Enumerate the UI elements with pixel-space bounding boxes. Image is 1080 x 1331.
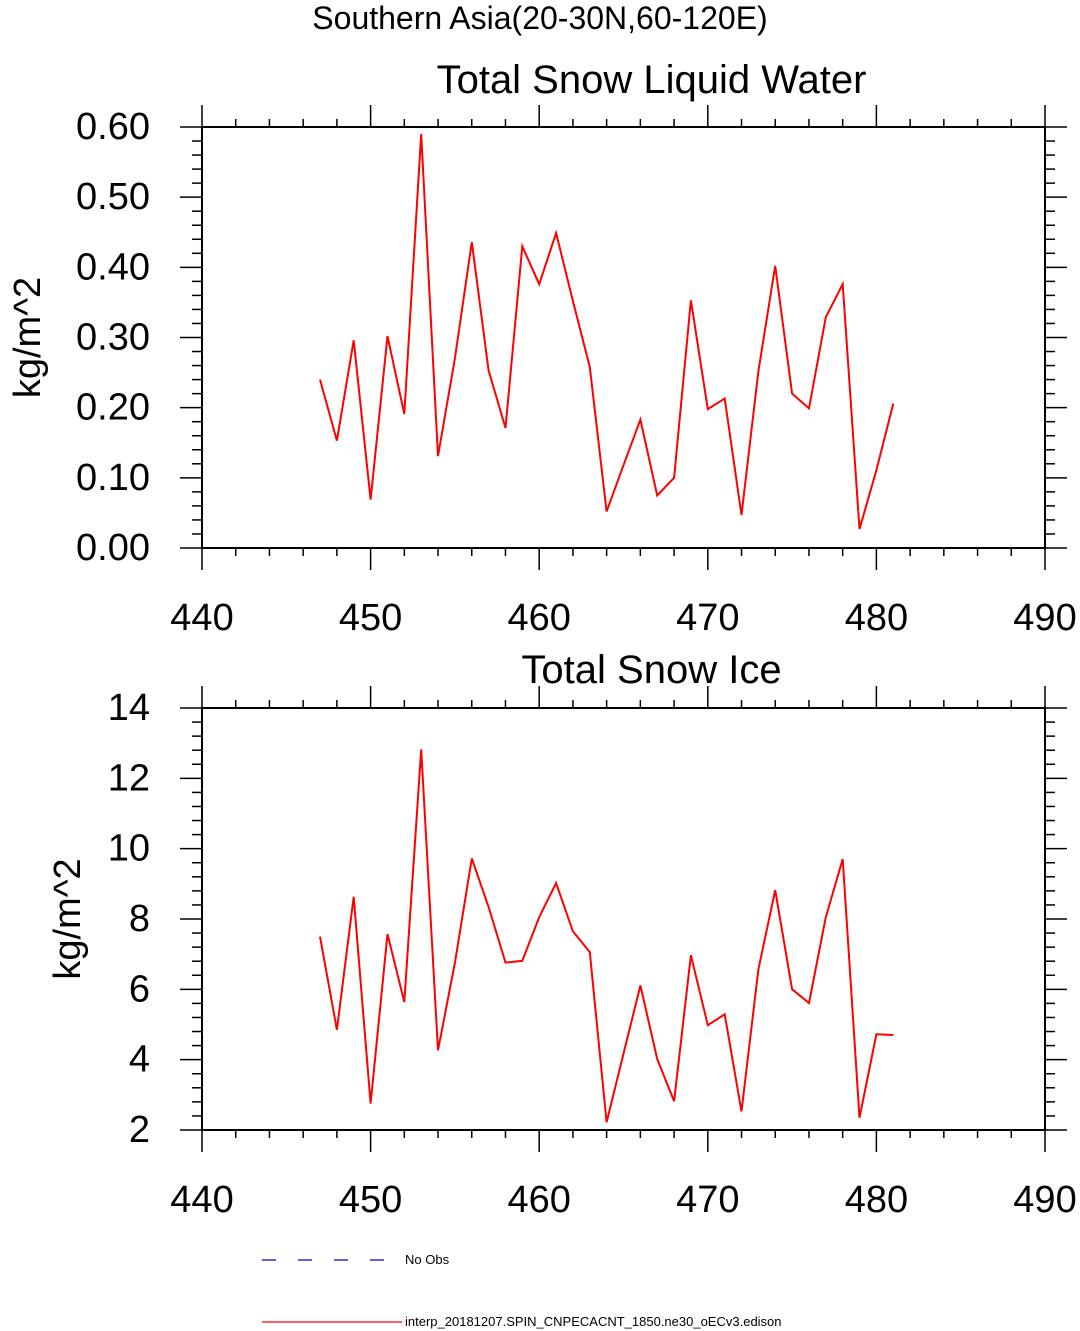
panel-snow-ice: Total Snow Ice kg/m^2 440 450 460 470 480 490 2 4…	[47, 648, 1077, 1221]
y-tick-label: 4	[129, 1039, 150, 1081]
y-tick-label: 0.30	[76, 317, 150, 359]
plot-frame	[201, 707, 1046, 1131]
x-tick-label: 480	[845, 597, 908, 639]
x-tick-label: 450	[339, 597, 402, 639]
chart-title: Total Snow Liquid Water	[437, 58, 867, 102]
x-tick-label: 440	[170, 597, 233, 639]
x-tick-label: 480	[845, 1179, 908, 1221]
series-line	[319, 749, 894, 1123]
legend-label-no-obs: No Obs	[405, 1252, 450, 1267]
legend-label-model-run: interp_20181207.SPIN_CNPECACNT_1850.ne30…	[405, 1314, 782, 1329]
x-tick-label: 450	[339, 1179, 402, 1221]
y-tick-label: 0.50	[76, 176, 150, 218]
x-tick-label: 460	[507, 597, 570, 639]
x-tick-label: 490	[1013, 1179, 1076, 1221]
figure-suptitle: Southern Asia(20-30N,60-120E)	[312, 0, 767, 36]
x-tick-label: 470	[676, 1179, 739, 1221]
chart-title: Total Snow Ice	[521, 648, 781, 692]
y-tick-label: 0.20	[76, 387, 150, 429]
x-tick-label: 440	[170, 1179, 233, 1221]
plot-frame	[201, 126, 1046, 549]
x-tick-label: 460	[507, 1179, 570, 1221]
y-tick-label: 0.40	[76, 246, 150, 288]
y-tick-label: 2	[129, 1109, 150, 1151]
y-tick-label: 8	[129, 898, 150, 940]
y-tick-label: 10	[108, 828, 150, 870]
series-line	[319, 133, 895, 530]
y-tick-label: 14	[108, 687, 150, 729]
legend: No Obs interp_20181207.SPIN_CNPECACNT_18…	[262, 1252, 782, 1329]
x-tick-label: 490	[1013, 597, 1076, 639]
panel-snow-liquid-water: Total Snow Liquid Water kg/m^2 440 450 460 47…	[7, 58, 1077, 639]
x-tick-label: 470	[676, 597, 739, 639]
y-tick-label: 12	[108, 757, 150, 799]
y-tick-label: 0.10	[76, 457, 150, 499]
y-axis-label: kg/m^2	[47, 858, 89, 979]
y-tick-label: 0.60	[76, 106, 150, 148]
y-tick-label: 0.00	[76, 527, 150, 569]
y-axis-label: kg/m^2	[7, 277, 49, 398]
y-tick-label: 6	[129, 968, 150, 1010]
